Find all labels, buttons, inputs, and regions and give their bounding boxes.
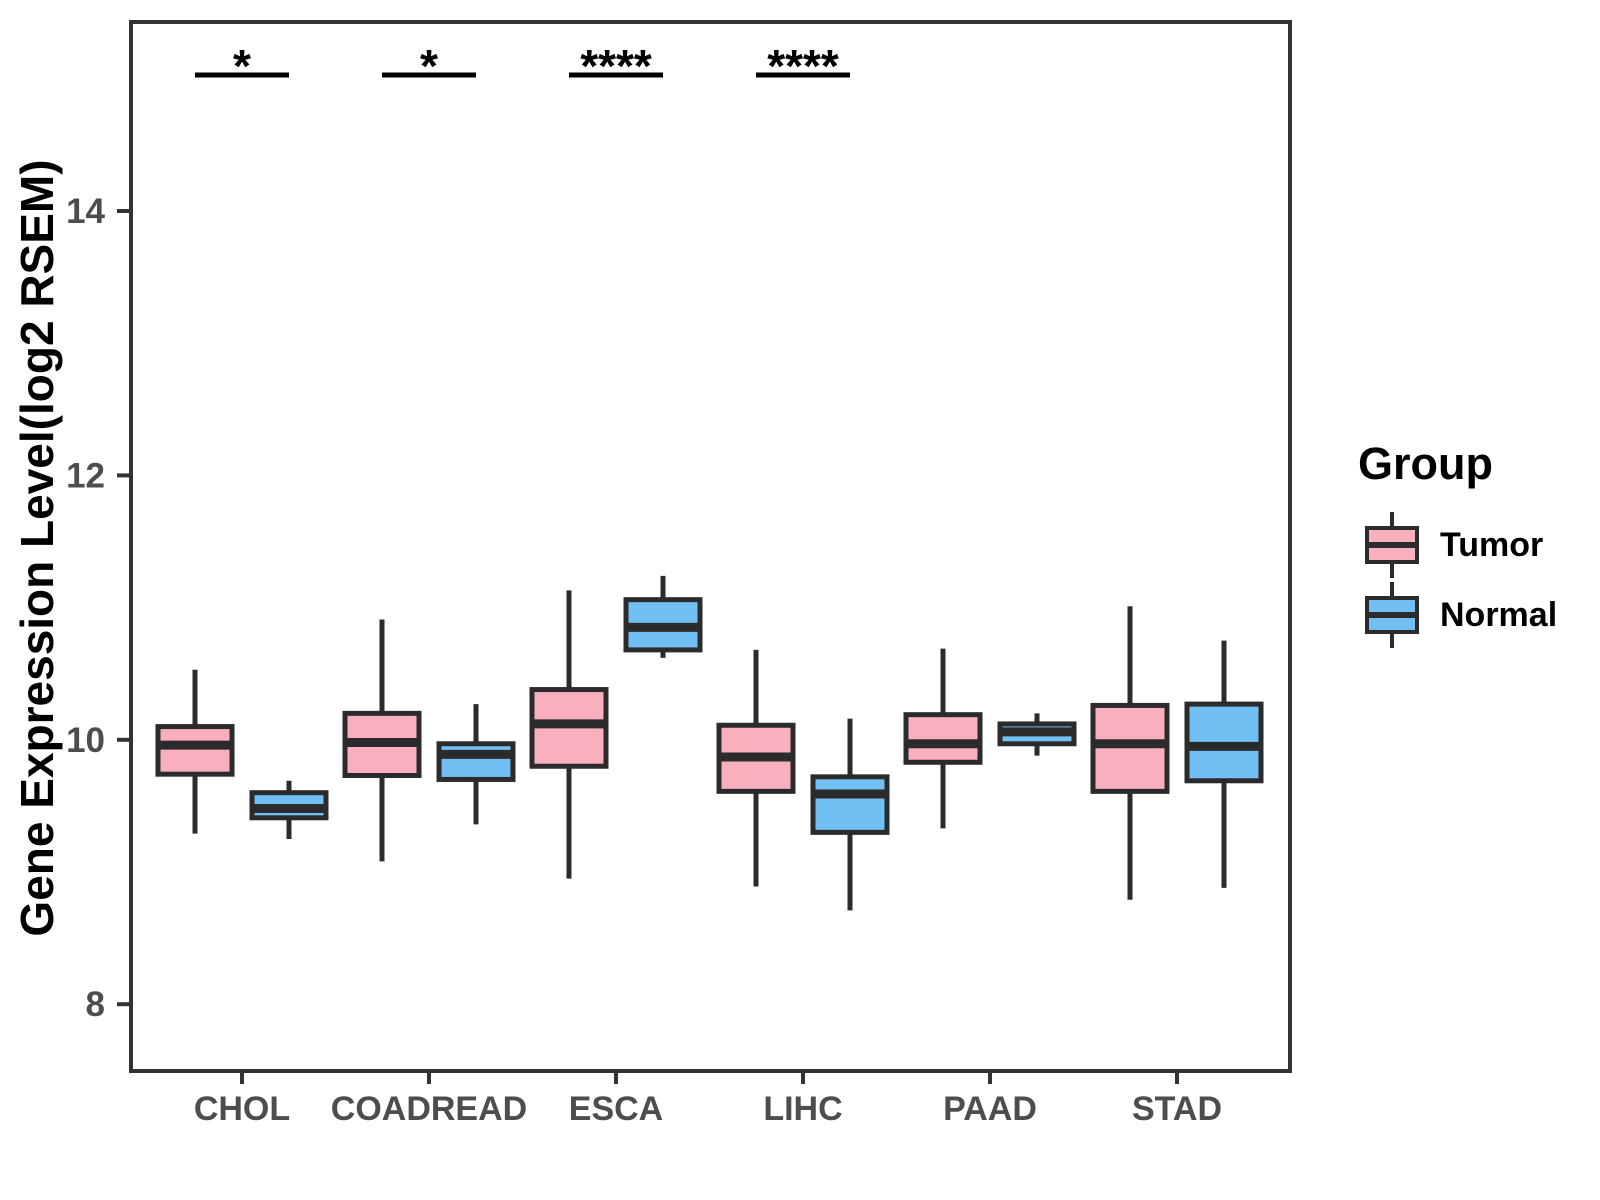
- x-axis-label-coadread: COADREAD: [331, 1090, 527, 1128]
- legend-entry-tumor: Tumor: [1356, 510, 1557, 580]
- plot-panel: [129, 20, 1292, 1073]
- box-rect: [436, 741, 516, 782]
- boxplot-esca-tumor: [529, 590, 609, 879]
- box-rect: [1090, 702, 1170, 794]
- boxplot-paad-tumor: [903, 648, 983, 829]
- y-tick-label-14: 14: [66, 192, 105, 231]
- boxplot-stad-tumor: [1090, 606, 1170, 900]
- boxplot-lihc-normal: [810, 718, 890, 911]
- boxplot-lihc-tumor: [716, 649, 796, 887]
- box-rect: [903, 712, 983, 765]
- boxplot-stad-normal: [1184, 640, 1264, 888]
- significance-stars: *: [420, 40, 438, 92]
- x-axis-label-lihc: LIHC: [763, 1090, 842, 1128]
- tumor-boxplot-key-icon: [1365, 512, 1419, 578]
- boxplot-paad-normal: [997, 713, 1077, 756]
- legend-label-tumor: Tumor: [1440, 525, 1544, 564]
- x-axis-label-esca: ESCA: [569, 1090, 663, 1128]
- significance-stars: *: [233, 40, 251, 92]
- x-axis-label-chol: CHOL: [194, 1090, 290, 1128]
- y-tick-label-8: 8: [86, 985, 105, 1024]
- boxplot-chol-normal: [249, 780, 329, 839]
- significance-stars: ****: [767, 40, 839, 92]
- boxplot-esca-normal: [623, 575, 703, 658]
- boxplot-coadread-tumor: [342, 619, 422, 862]
- y-axis-title: Gene Expression Level(log2 RSEM): [11, 159, 63, 937]
- x-axis-label-stad: STAD: [1132, 1090, 1222, 1128]
- significance-coadread: *: [382, 40, 476, 92]
- legend-entry-normal: Normal: [1356, 580, 1557, 650]
- normal-boxplot-key-icon: [1365, 582, 1419, 648]
- significance-lihc: ****: [756, 40, 850, 92]
- x-axis-label-paad: PAAD: [943, 1090, 1037, 1128]
- significance-esca: ****: [569, 40, 663, 92]
- legend: Group Tumor Normal: [1356, 438, 1557, 650]
- significance-stars: ****: [580, 40, 652, 92]
- legend-label-normal: Normal: [1440, 595, 1558, 634]
- y-tick-label-12: 12: [66, 456, 105, 495]
- y-tick-label-10: 10: [66, 721, 105, 760]
- significance-chol: *: [195, 40, 289, 92]
- boxplot-coadread-normal: [436, 704, 516, 825]
- box-rect: [155, 724, 235, 777]
- box-rect: [249, 790, 329, 821]
- legend-title: Group: [1358, 438, 1493, 489]
- box-rect: [810, 774, 890, 835]
- boxplot-chol-tumor: [155, 669, 235, 834]
